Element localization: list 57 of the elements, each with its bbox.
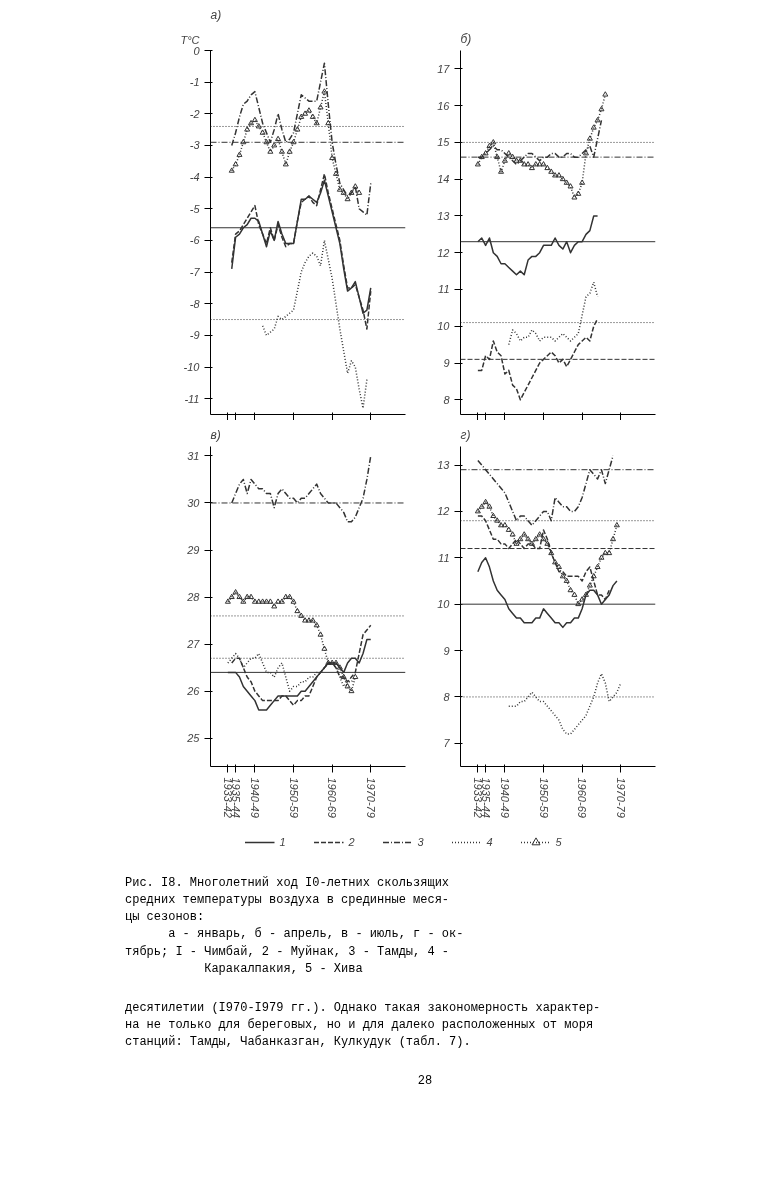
y-tick-label: 8 — [443, 393, 451, 406]
legend-label: 5 — [555, 836, 563, 848]
chart-title: а) — [210, 7, 222, 22]
y-tick-label: 30 — [187, 496, 201, 509]
y-tick-label: -11 — [184, 392, 200, 405]
y-tick-label: -2 — [189, 107, 200, 120]
chart-title: б) — [460, 31, 472, 46]
y-tick-label: 16 — [437, 99, 451, 112]
y-tick-label: -9 — [189, 329, 200, 342]
y-tick-label: -1 — [189, 76, 200, 89]
legend-label: 2 — [348, 836, 356, 848]
chart-title: в) — [210, 427, 221, 442]
x-tick-label: 1940-49 — [248, 777, 261, 818]
y-tick-label: 27 — [186, 638, 201, 651]
x-tick-label: 1970-79 — [614, 777, 627, 818]
y-tick-label: 11 — [438, 551, 450, 564]
legend-label: 4 — [486, 836, 494, 848]
y-tick-label: 10 — [437, 598, 451, 611]
y-tick-label: 26 — [186, 685, 201, 698]
y-tick-label: 29 — [186, 544, 200, 557]
y-tick-label: 14 — [437, 173, 450, 186]
y-tick-label: 12 — [437, 246, 450, 259]
chart-title: г) — [460, 427, 471, 442]
y-tick-label: 13 — [437, 209, 451, 222]
y-tick-label: -10 — [183, 361, 201, 374]
y-tick-label: -5 — [189, 202, 201, 215]
legend-label: 1 — [279, 836, 287, 848]
y-tick-label: -6 — [189, 234, 201, 247]
x-tick-label: 1970-79 — [364, 777, 377, 818]
x-tick-label: 1950-59 — [537, 777, 550, 818]
y-tick-label: 31 — [187, 449, 200, 462]
y-tick-label: 8 — [443, 690, 451, 703]
x-tick-label: 1950-59 — [287, 777, 300, 818]
y-tick-label: -8 — [189, 297, 201, 310]
y-tick-label: 15 — [437, 136, 451, 149]
y-tick-label: -4 — [189, 171, 200, 184]
y-tick-label: 28 — [186, 591, 201, 604]
y-tick-label: 10 — [437, 320, 451, 333]
y-tick-label: 7 — [443, 737, 451, 750]
y-tick-label: 13 — [437, 459, 451, 472]
x-tick-label: 1960-69 — [326, 777, 339, 818]
y-tick-label: 9 — [443, 357, 450, 370]
y-tick-label: 12 — [437, 505, 450, 518]
y-tick-label: 9 — [443, 644, 450, 657]
y-axis-title: T°C — [180, 33, 200, 46]
text: 28 — [416, 1073, 434, 1091]
y-tick-label: -7 — [189, 266, 201, 279]
x-tick-label: 1960-69 — [576, 777, 589, 818]
text: десятилетии (I970-I979 гг.). Однако такая закономерность характер- на не только для береговых, но и для далеко расположенных от моря станций: Тамды, Чабанказган, Кулкудук (табл. 7). — [125, 999, 602, 1052]
y-tick-label: 17 — [437, 62, 451, 75]
text: Рис. I8. Многолетний ход I0-летних скользящих средних температуры воздуха в срединные меся- цы сезонов: а - январь, б - апрель, в - июль, г - ок- тябрь; I - Чимбай, 2 - Муйнак, 3 - Тамды, 4 - Каракалпакия, 5 - Хива — [125, 875, 465, 978]
y-tick-label: 0 — [193, 44, 201, 57]
y-tick-label: 11 — [438, 283, 450, 296]
legend-label: 3 — [417, 836, 425, 848]
y-tick-label: -3 — [189, 139, 201, 152]
y-tick-label: 25 — [186, 732, 201, 745]
x-tick-label: 1940-49 — [498, 777, 511, 818]
